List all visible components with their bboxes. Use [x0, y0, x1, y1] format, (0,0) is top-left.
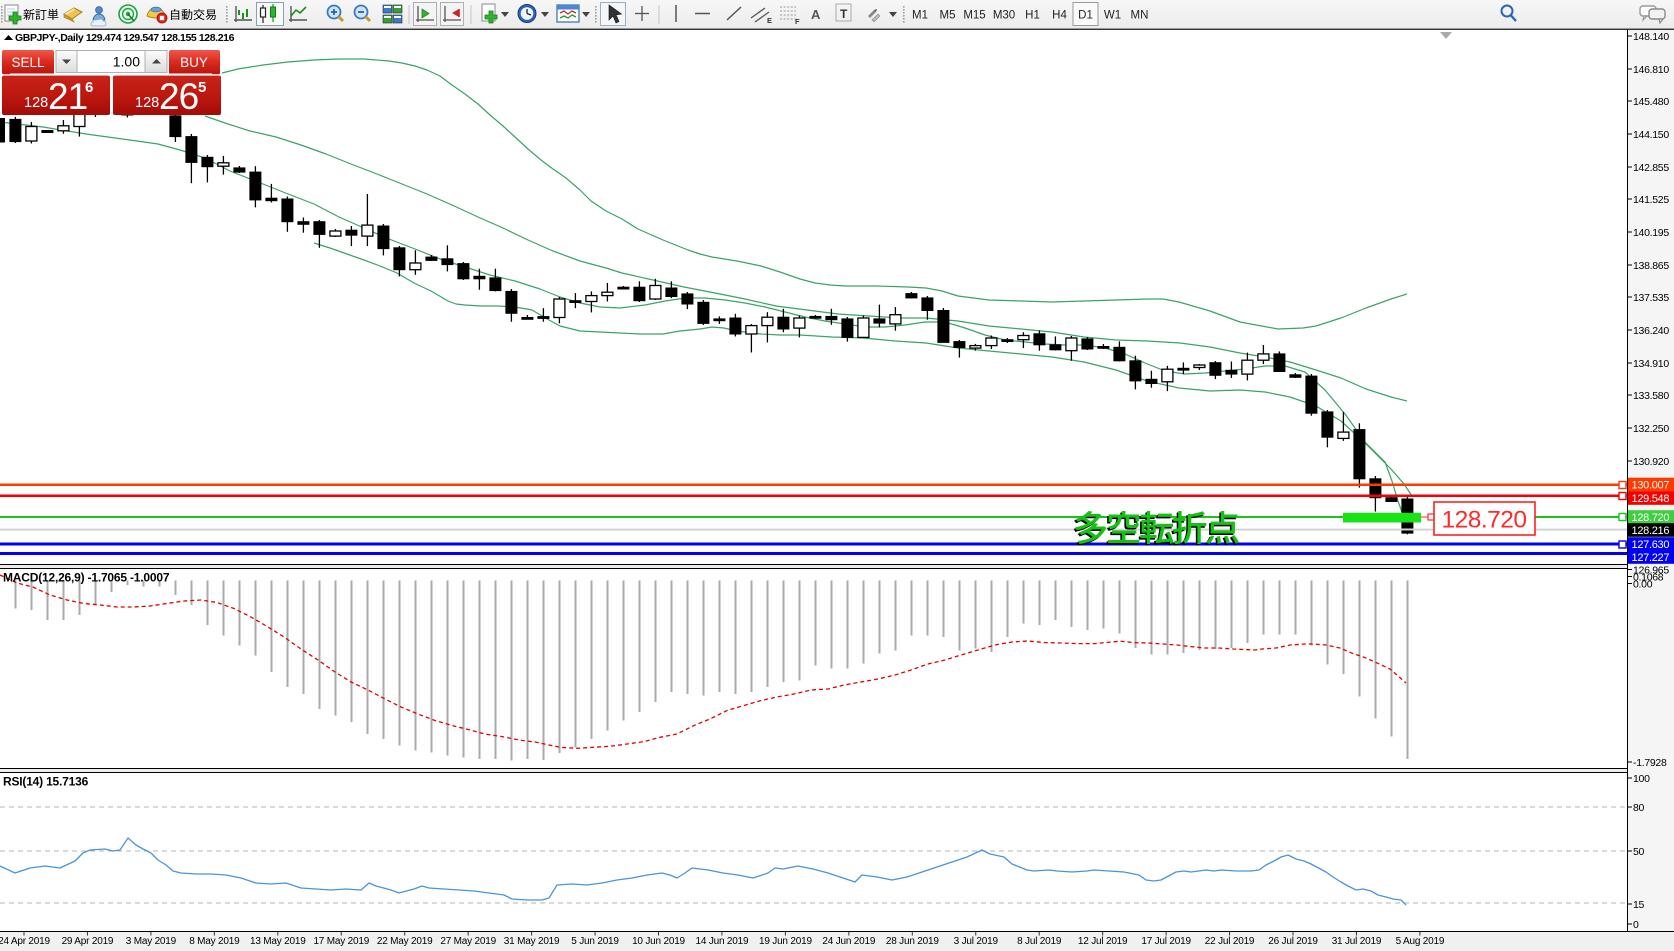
svg-text:E: E — [767, 16, 772, 25]
svg-text:D1: D1 — [1078, 10, 1093, 22]
svg-text:130.007: 130.007 — [1632, 480, 1670, 492]
svg-text:127.227: 127.227 — [1632, 552, 1670, 564]
svg-text:21: 21 — [48, 76, 87, 117]
svg-text:0.1068: 0.1068 — [1633, 571, 1664, 583]
svg-text:128: 128 — [135, 95, 159, 111]
svg-text:6: 6 — [85, 79, 93, 96]
svg-text:28 Jun 2019: 28 Jun 2019 — [886, 936, 939, 947]
svg-text:13 May 2019: 13 May 2019 — [250, 936, 306, 947]
svg-text:GBPJPY-,Daily 129.474 129.547: GBPJPY-,Daily 129.474 129.547 128.155 12… — [15, 32, 235, 44]
svg-text:M15: M15 — [963, 10, 985, 22]
svg-text:50: 50 — [1633, 846, 1645, 858]
svg-text:W1: W1 — [1104, 10, 1121, 22]
svg-text:26 Jul 2019: 26 Jul 2019 — [1268, 936, 1318, 947]
svg-text:T: T — [840, 7, 848, 21]
svg-text:14 Jun 2019: 14 Jun 2019 — [696, 936, 749, 947]
svg-text:0.00: 0.00 — [1633, 578, 1653, 590]
svg-text:133.580: 133.580 — [1633, 390, 1669, 402]
svg-text:80: 80 — [1633, 802, 1645, 814]
svg-text:128: 128 — [24, 95, 48, 111]
svg-text:141.525: 141.525 — [1633, 194, 1669, 206]
svg-text:-1.7928: -1.7928 — [1633, 757, 1667, 769]
svg-text:31 May 2019: 31 May 2019 — [504, 936, 560, 947]
svg-text:144.150: 144.150 — [1633, 129, 1669, 141]
svg-text:M30: M30 — [993, 10, 1015, 22]
svg-text:127.630: 127.630 — [1632, 539, 1670, 551]
svg-text:1.00: 1.00 — [113, 54, 140, 70]
svg-text:MACD(12,26,9) -1.7065 -1.0007: MACD(12,26,9) -1.7065 -1.0007 — [3, 571, 170, 585]
svg-text:132.250: 132.250 — [1633, 423, 1669, 435]
svg-text:128.720: 128.720 — [1441, 507, 1526, 534]
svg-text:137.535: 137.535 — [1633, 292, 1669, 304]
svg-text:26: 26 — [159, 76, 198, 117]
svg-text:10 Jun 2019: 10 Jun 2019 — [632, 936, 685, 947]
svg-text:31 Jul 2019: 31 Jul 2019 — [1332, 936, 1382, 947]
svg-text:17 Jul 2019: 17 Jul 2019 — [1141, 936, 1191, 947]
svg-text:148.140: 148.140 — [1633, 31, 1669, 43]
svg-text:12 Jul 2019: 12 Jul 2019 — [1078, 936, 1128, 947]
svg-text:BUY: BUY — [180, 55, 208, 70]
svg-text:134.910: 134.910 — [1633, 358, 1669, 370]
svg-text:M1: M1 — [912, 10, 928, 22]
svg-text:3 May 2019: 3 May 2019 — [126, 936, 177, 947]
svg-text:128.216: 128.216 — [1632, 525, 1670, 537]
svg-text:128.720: 128.720 — [1632, 512, 1670, 524]
svg-text:138.865: 138.865 — [1633, 260, 1669, 272]
svg-text:24 Apr 2019: 24 Apr 2019 — [0, 936, 50, 947]
svg-text:5 Jun 2019: 5 Jun 2019 — [571, 936, 619, 947]
svg-text:142.855: 142.855 — [1633, 162, 1669, 174]
svg-text:140.195: 140.195 — [1633, 227, 1669, 239]
svg-text:129.548: 129.548 — [1632, 493, 1670, 505]
svg-text:RSI(14) 15.7136: RSI(14) 15.7136 — [3, 775, 89, 789]
svg-text:29 Apr 2019: 29 Apr 2019 — [62, 936, 114, 947]
svg-text:100: 100 — [1633, 773, 1650, 785]
svg-text:H4: H4 — [1052, 10, 1067, 22]
svg-text:17 May 2019: 17 May 2019 — [313, 936, 369, 947]
svg-text:8 Jul 2019: 8 Jul 2019 — [1017, 936, 1062, 947]
svg-text:SELL: SELL — [11, 55, 45, 70]
svg-text:22 Jul 2019: 22 Jul 2019 — [1205, 936, 1255, 947]
svg-text:24 Jun 2019: 24 Jun 2019 — [822, 936, 875, 947]
svg-text:F: F — [795, 17, 800, 26]
svg-text:15: 15 — [1633, 899, 1645, 911]
svg-text:A: A — [811, 7, 821, 22]
svg-text:130.920: 130.920 — [1633, 456, 1669, 468]
svg-text:H1: H1 — [1025, 10, 1040, 22]
svg-text:146.810: 146.810 — [1633, 64, 1669, 76]
svg-text:145.480: 145.480 — [1633, 96, 1669, 108]
svg-text:8 May 2019: 8 May 2019 — [189, 936, 240, 947]
svg-text:5: 5 — [198, 79, 206, 96]
svg-text:126.965: 126.965 — [1633, 564, 1669, 576]
svg-text:19 Jun 2019: 19 Jun 2019 — [759, 936, 812, 947]
svg-text:5 Aug 2019: 5 Aug 2019 — [1396, 936, 1445, 947]
svg-text:136.240: 136.240 — [1633, 325, 1669, 337]
svg-text:22 May 2019: 22 May 2019 — [377, 936, 433, 947]
svg-text:0: 0 — [1633, 919, 1639, 931]
svg-text:MN: MN — [1131, 10, 1149, 22]
svg-text:27 May 2019: 27 May 2019 — [440, 936, 496, 947]
svg-text:3 Jul 2019: 3 Jul 2019 — [954, 936, 999, 947]
svg-text:M5: M5 — [940, 10, 956, 22]
